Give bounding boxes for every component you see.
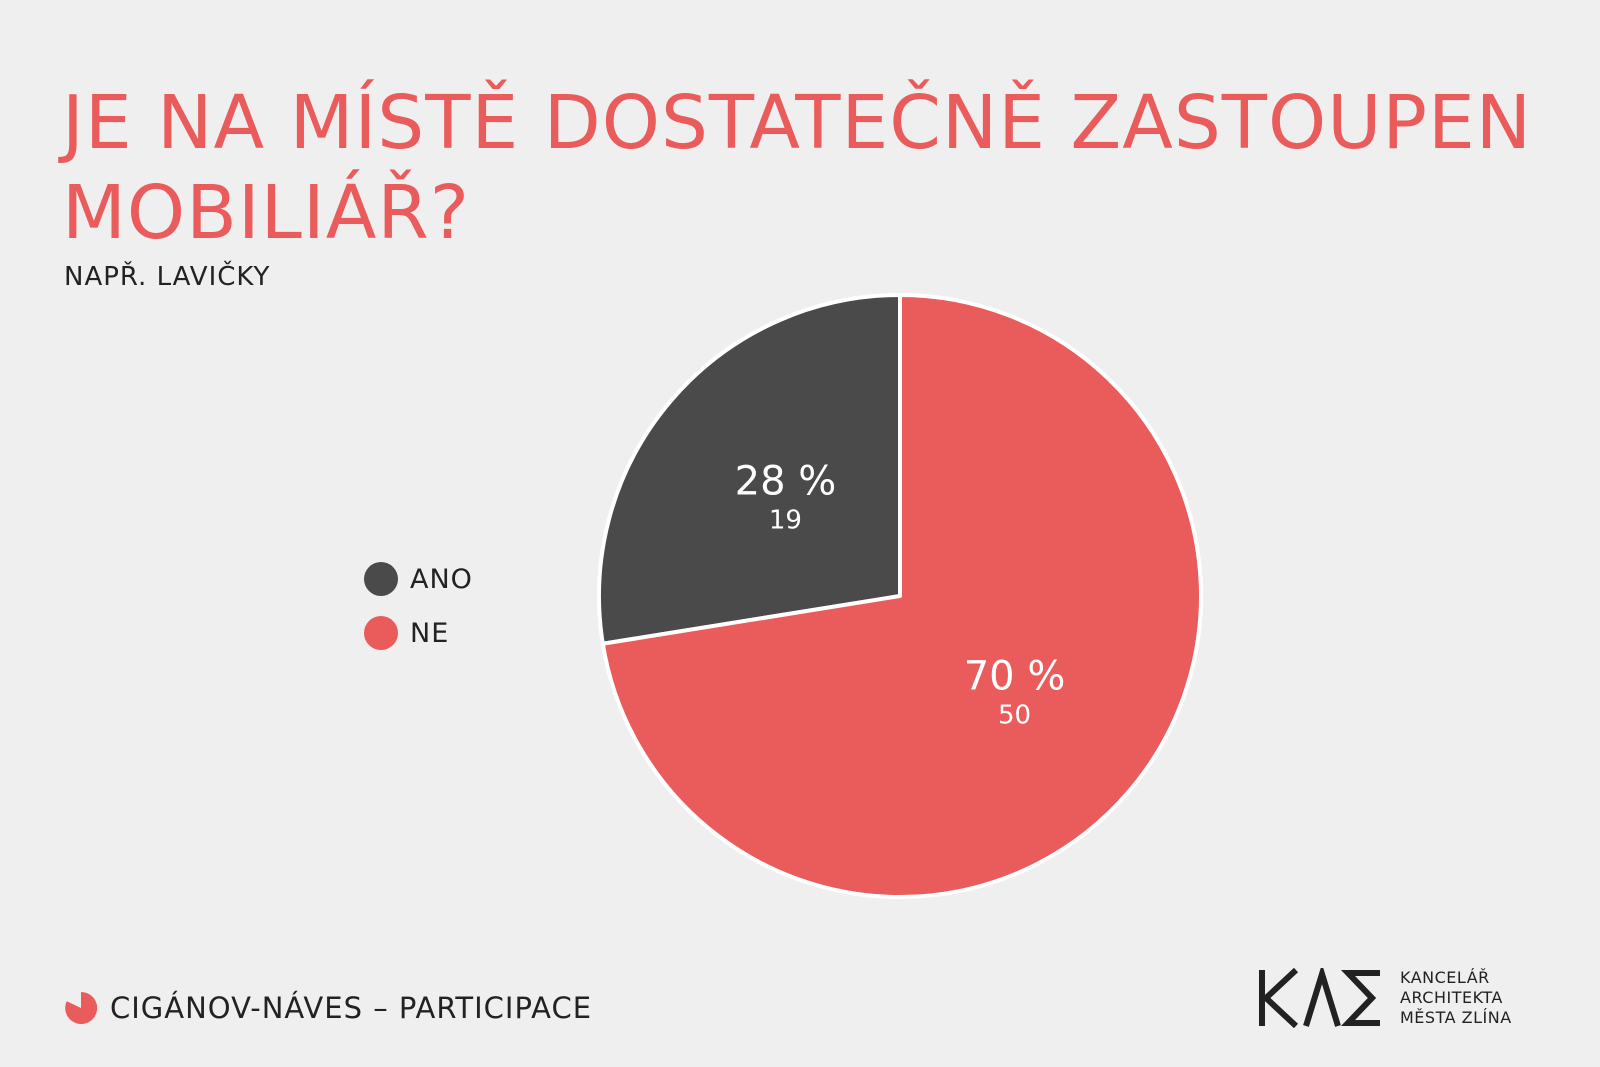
page-subtitle: NAPŘ. LAVIČKY [64,262,271,292]
legend-label-ano: ANO [410,563,473,595]
chart-legend: ANO NE [364,552,473,660]
legend-item-ano: ANO [364,552,473,606]
legend-item-ne: NE [364,606,473,660]
logo-line-3: MĚSTA ZLÍNA [1400,1008,1512,1027]
logo-line-2: ARCHITEKTA [1400,988,1503,1007]
kam-logo-mark-icon [1259,968,1380,1028]
page-title: JE NA MÍSTĚ DOSTATEČNĚ ZASTOUPEN MOBILIÁ… [62,80,1533,256]
pie-slice-ano [597,293,902,646]
footer-label: CIGÁNOV-NÁVES – PARTICIPACE [110,991,593,1025]
footer: CIGÁNOV-NÁVES – PARTICIPACE [64,991,592,1025]
slice-count-label: 19 [769,505,802,535]
slice-percent-label: 70 % [964,654,1066,700]
legend-swatch-ne [364,616,398,650]
slice-count-label: 50 [998,701,1031,731]
slice-percent-label: 28 % [735,458,837,504]
pie-slice-ne [600,293,1203,899]
legend-label-ne: NE [410,617,450,649]
logo-line-1: KANCELÁŘ [1400,968,1490,987]
pie-icon [65,991,98,1024]
logo: KANCELÁŘ ARCHITEKTA MĚSTA ZLÍNA [1258,968,1512,1028]
legend-swatch-ano [364,562,398,596]
